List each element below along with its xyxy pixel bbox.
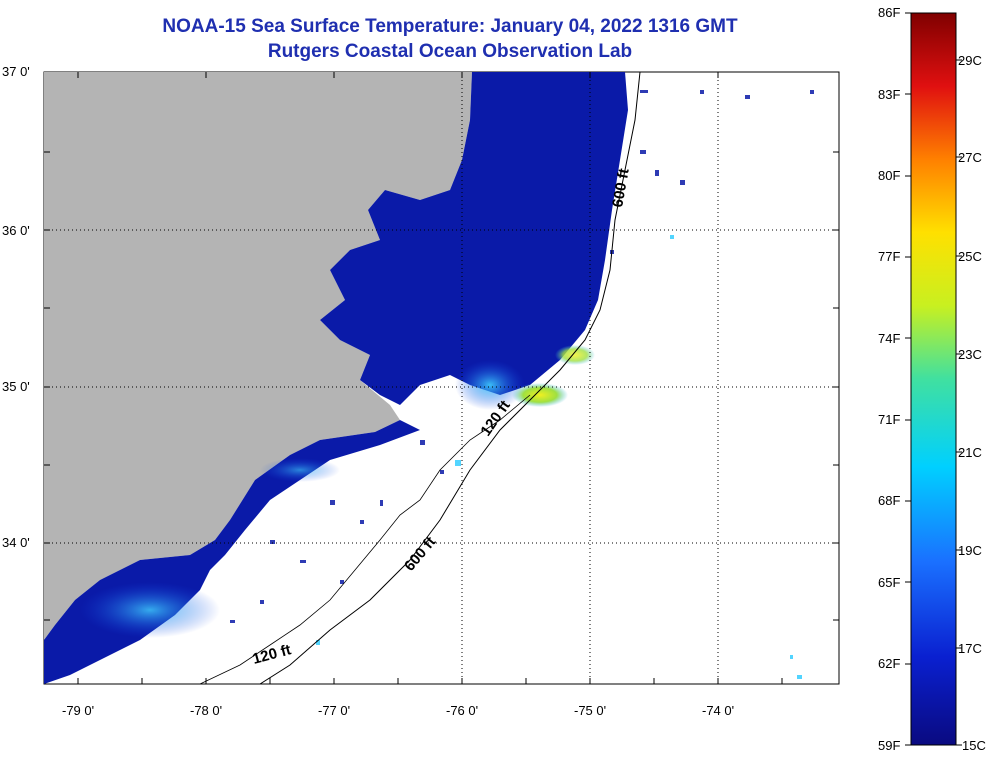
lon-label-75: -75 0' [574, 703, 607, 718]
colorbar [910, 12, 957, 746]
grid-lines [44, 72, 839, 684]
lat-label-35: 35 0' [2, 379, 30, 394]
lon-label-79: -79 0' [62, 703, 95, 718]
lon-label-77: -77 0' [318, 703, 351, 718]
contour-label-600ft-north: 600 ft [609, 167, 633, 209]
lat-label-37: 37 0' [2, 64, 30, 79]
colorbar-f-label: 65F [878, 575, 901, 590]
colorbar-f-label: 83F [878, 87, 901, 102]
colorbar-c-label: 19C [958, 543, 982, 558]
colorbar-c-label: 15C [962, 738, 986, 753]
colorbar-c-label: 23C [958, 347, 982, 362]
colorbar-c-label: 21C [958, 445, 982, 460]
colorbar-f-label: 74F [878, 331, 901, 346]
colorbar-f-label: 62F [878, 656, 901, 671]
contour-600ft [259, 72, 641, 684]
lat-label-34: 34 0' [2, 535, 30, 550]
colorbar-f-label: 77F [878, 249, 901, 264]
axis-ticks [44, 72, 839, 684]
colorbar-f-label: 71F [878, 412, 901, 427]
colorbar-c-label: 29C [958, 53, 982, 68]
colorbar-c-label: 17C [958, 641, 982, 656]
map-subtitle: Rutgers Coastal Ocean Observation Lab [267, 41, 633, 62]
land-mass [44, 72, 472, 640]
colorbar-f-label: 80F [878, 168, 901, 183]
lon-label-76: -76 0' [446, 703, 479, 718]
lon-label-74: -74 0' [702, 703, 735, 718]
colorbar-f-label: 59F [878, 738, 901, 753]
colorbar-c-label: 27C [958, 150, 982, 165]
colorbar-ticks [905, 12, 962, 746]
coastal-water [320, 72, 628, 405]
map-title: NOAA-15 Sea Surface Temperature: January… [162, 16, 738, 37]
colorbar-f-label: 86F [878, 5, 901, 20]
lat-label-36: 36 0' [2, 223, 30, 238]
colorbar-c-label: 25C [958, 249, 982, 264]
contour-120ft [199, 394, 531, 684]
colorbar-f-label: 68F [878, 493, 901, 508]
lon-label-78: -78 0' [190, 703, 223, 718]
